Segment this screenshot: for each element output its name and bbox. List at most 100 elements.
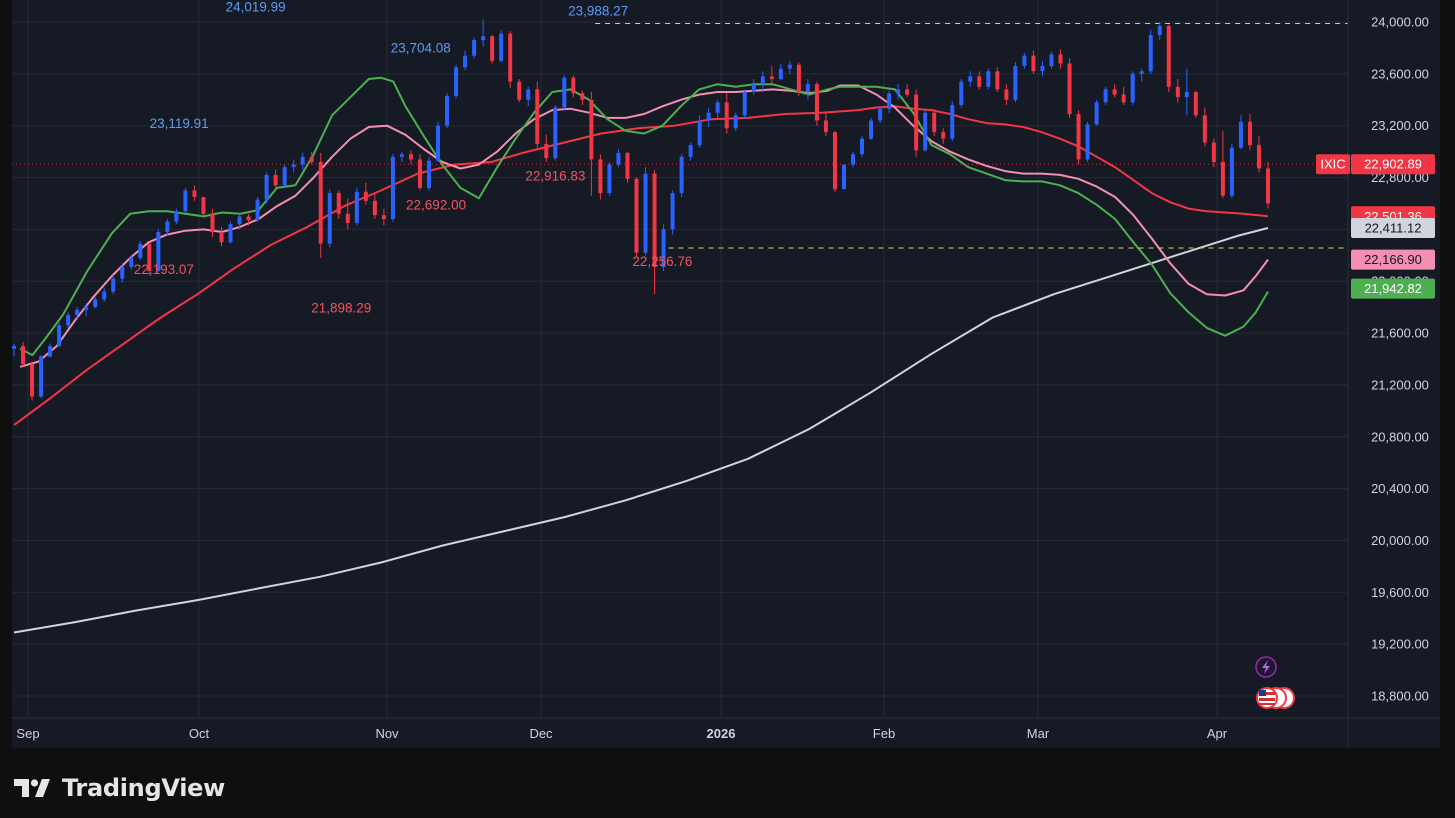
y-tick-label: 20,800.00 xyxy=(1371,429,1429,444)
y-tick-label: 19,200.00 xyxy=(1371,637,1429,652)
candle-body xyxy=(120,266,125,279)
y-tick-label: 21,200.00 xyxy=(1371,377,1429,392)
price-badge-value: 21,942.82 xyxy=(1364,281,1422,296)
candle-body xyxy=(661,229,666,267)
candle-body xyxy=(1022,55,1027,67)
low-annotation: 21,898.29 xyxy=(311,300,371,315)
time-axis[interactable]: Sep Oct Nov Dec 2026 Feb Mar Apr xyxy=(16,726,1227,741)
ma-long-line xyxy=(13,105,1269,426)
price-badge-value: 22,411.12 xyxy=(1365,220,1422,235)
candle-body xyxy=(1112,89,1117,95)
x-tick-label: 2026 xyxy=(707,726,736,741)
symbol-badge-label: IXIC xyxy=(1320,157,1345,172)
x-tick-label: Oct xyxy=(189,726,210,741)
candle-body xyxy=(463,55,468,68)
candle-body xyxy=(778,68,783,80)
candle-body xyxy=(1148,34,1153,72)
candle-body xyxy=(291,164,296,168)
candle-body xyxy=(580,93,585,100)
y-tick-label: 24,000.00 xyxy=(1371,15,1429,30)
candle-body xyxy=(986,71,991,87)
candle-body xyxy=(1211,142,1216,162)
candle-body xyxy=(959,81,964,105)
candle-body xyxy=(697,120,702,146)
x-tick-label: Mar xyxy=(1027,726,1050,741)
brand[interactable]: TradingView xyxy=(14,772,225,804)
candle-body xyxy=(408,154,413,160)
y-tick-label: 23,600.00 xyxy=(1371,66,1429,81)
candle-body xyxy=(111,278,116,292)
candle-body xyxy=(1058,54,1063,64)
candle-body xyxy=(535,89,540,144)
candle-body xyxy=(1004,89,1009,100)
candle-body xyxy=(390,156,395,220)
candle-body xyxy=(860,138,865,155)
grid-lines xyxy=(12,0,1348,718)
candle-body xyxy=(327,193,332,244)
candle-body xyxy=(246,216,251,221)
ma-long-path xyxy=(13,105,1269,426)
candle-body xyxy=(210,213,215,232)
candle-body xyxy=(607,164,612,194)
candle-body xyxy=(75,309,80,315)
candle-body xyxy=(1175,86,1180,98)
candle-body xyxy=(742,91,747,116)
candle-body xyxy=(733,115,738,129)
candle-body xyxy=(363,191,368,201)
candle-body xyxy=(255,199,260,221)
y-tick-label: 21,600.00 xyxy=(1371,326,1429,341)
candle-body xyxy=(1266,168,1270,204)
candle-body xyxy=(805,84,810,92)
candle-body xyxy=(472,40,477,56)
candle-body xyxy=(490,36,495,61)
candle-body xyxy=(1013,66,1018,100)
candle-body xyxy=(192,190,197,197)
high-annotation: 23,119.91 xyxy=(150,116,209,131)
candle-body xyxy=(544,143,549,159)
candle-body xyxy=(652,173,657,267)
candle-body xyxy=(174,211,179,222)
candle-body xyxy=(751,84,756,92)
price-badge xyxy=(1351,217,1435,238)
candle-body xyxy=(381,215,386,220)
candle-body xyxy=(336,193,341,214)
low-annotation: 22,916.83 xyxy=(525,168,585,183)
ma-200-line xyxy=(13,227,1269,634)
candle-body xyxy=(66,314,71,326)
candle-body xyxy=(21,346,26,365)
brand-name: TradingView xyxy=(62,774,225,802)
candle-body xyxy=(571,77,576,94)
candle-body xyxy=(147,243,152,271)
candle-body xyxy=(165,221,170,232)
candle-body xyxy=(318,161,323,244)
event-markers[interactable] xyxy=(1255,656,1295,709)
lightning-icon[interactable] xyxy=(1255,656,1277,678)
candle-body xyxy=(219,231,224,243)
candle-body xyxy=(977,76,982,87)
us-flag-icon[interactable] xyxy=(1256,687,1295,709)
candle-body xyxy=(436,125,441,161)
price-badge xyxy=(1351,154,1435,175)
candle-body xyxy=(454,67,459,96)
candle-body xyxy=(598,159,603,194)
low-annotation: 22,193.07 xyxy=(134,262,194,277)
ma-short-line xyxy=(19,76,1269,357)
candle-body xyxy=(1031,55,1036,72)
candle-body xyxy=(688,145,693,157)
candle-body xyxy=(1238,121,1243,148)
candle-body xyxy=(84,307,89,310)
candle-body xyxy=(851,154,856,165)
candle-body xyxy=(273,174,278,186)
candle-body xyxy=(905,89,910,95)
y-tick-label: 19,600.00 xyxy=(1371,585,1429,600)
candle-body xyxy=(1220,161,1225,196)
candle-body xyxy=(787,64,792,69)
candle-body xyxy=(93,299,98,308)
price-axis[interactable]: 24,000.0023,600.0023,200.0022,800.0022,4… xyxy=(12,0,1440,748)
x-tick-label: Dec xyxy=(529,726,553,741)
tradingview-logo-icon xyxy=(14,779,50,797)
candle-body xyxy=(309,156,314,162)
candle-body xyxy=(562,77,567,108)
x-tick-label: Nov xyxy=(375,726,399,741)
